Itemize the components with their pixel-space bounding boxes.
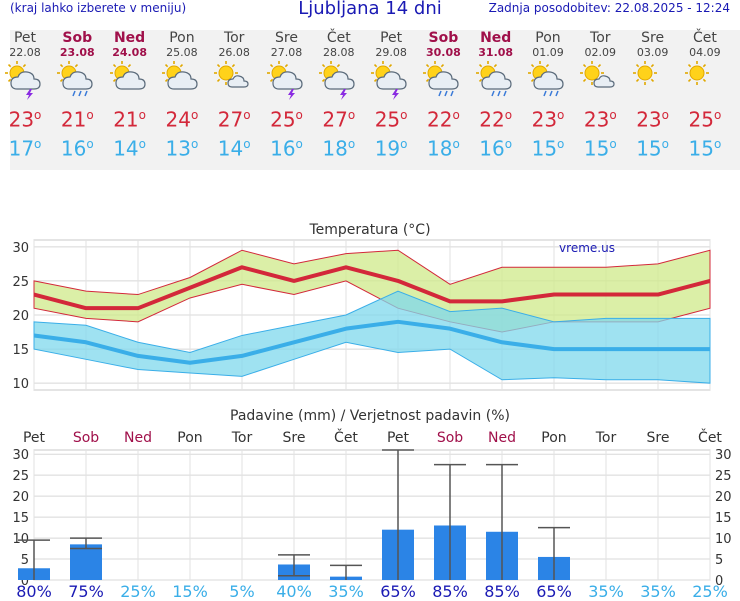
- precip-probability: 65%: [372, 582, 424, 601]
- precip-y-tick-right: 10: [715, 532, 732, 547]
- precip-y-tick-left: 20: [12, 490, 29, 505]
- precip-y-tick-left: 30: [12, 448, 29, 463]
- precip-probability: 35%: [320, 582, 372, 601]
- precip-probability: 75%: [60, 582, 112, 601]
- precip-x-tick: Pet: [23, 430, 46, 446]
- temp-y-tick: 20: [12, 309, 29, 324]
- precip-plot-area: [34, 450, 710, 580]
- precip-y-tick-right: 5: [715, 553, 723, 568]
- precip-probability: 15%: [164, 582, 216, 601]
- precip-y-tick-right: 20: [715, 490, 732, 505]
- precip-probability: 25%: [684, 582, 736, 601]
- precip-probability: 85%: [424, 582, 476, 601]
- precip-probability: 35%: [632, 582, 684, 601]
- precip-y-tick-left: 25: [12, 469, 29, 484]
- precip-y-tick-left: 15: [12, 511, 29, 526]
- precip-probability: 85%: [476, 582, 528, 601]
- precip-x-tick: Sre: [647, 430, 670, 446]
- precip-x-tick: Čet: [698, 428, 722, 446]
- precip-y-tick-right: 25: [715, 469, 732, 484]
- temp-y-tick: 15: [12, 343, 29, 358]
- temp-chart-title: Temperatura (°C): [308, 222, 430, 238]
- precip-y-tick-right: 15: [715, 511, 732, 526]
- precip-x-tick: Sob: [73, 430, 99, 446]
- precip-x-tick: Ned: [488, 430, 516, 446]
- precip-x-tick: Ned: [124, 430, 152, 446]
- precip-x-tick: Tor: [595, 430, 617, 446]
- temp-y-tick: 10: [12, 377, 29, 392]
- temp-y-tick: 30: [12, 241, 29, 256]
- precip-x-tick: Pet: [387, 430, 410, 446]
- precip-x-tick: Sob: [437, 430, 463, 446]
- watermark: vreme.us: [559, 241, 615, 255]
- precip-probability: 35%: [580, 582, 632, 601]
- precip-x-tick: Čet: [334, 428, 358, 446]
- precip-chart-title: Padavine (mm) / Verjetnost padavin (%): [230, 408, 510, 424]
- precip-probability: 80%: [8, 582, 60, 601]
- precip-bar: [70, 544, 102, 580]
- precip-probability: 5%: [216, 582, 268, 601]
- precip-probability: 40%: [268, 582, 320, 601]
- precip-x-tick: Pon: [177, 430, 202, 446]
- precip-y-tick-right: 30: [715, 448, 732, 463]
- precip-probability: 25%: [112, 582, 164, 601]
- precip-x-tick: Sre: [283, 430, 306, 446]
- precip-probability: 65%: [528, 582, 580, 601]
- precip-x-tick: Pon: [541, 430, 566, 446]
- precip-y-tick-left: 5: [21, 553, 29, 568]
- precip-x-tick: Tor: [231, 430, 253, 446]
- temp-y-tick: 25: [12, 275, 29, 290]
